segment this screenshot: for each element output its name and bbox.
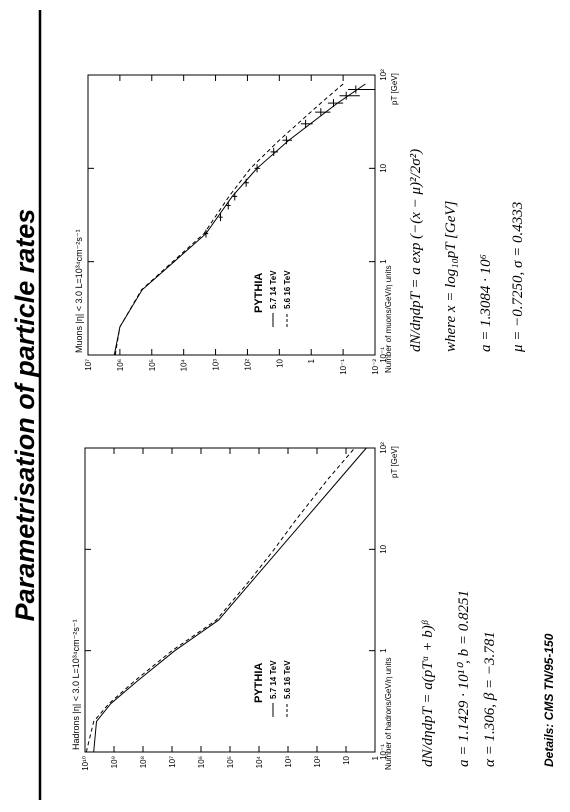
y-tick-label: 10⁻¹ bbox=[339, 359, 348, 375]
x-tick-label: 1 bbox=[379, 648, 388, 653]
legend-entry: 5.6 16 TeV bbox=[283, 270, 292, 309]
x-tick-label: 10⁻¹ bbox=[379, 347, 388, 363]
plot-label: Hadrons |η| < 3.0 L=10³⁴cm⁻²s⁻¹ bbox=[71, 619, 81, 750]
y-tick-label: 10⁶ bbox=[116, 359, 125, 371]
formula-line: where x = log₁₀pT [GeV] bbox=[443, 200, 459, 352]
legend-entry: 5.7 14 TeV bbox=[269, 270, 278, 309]
page-title: Parametrisation of particle rates bbox=[10, 209, 40, 622]
y-tick-label: 10 bbox=[275, 358, 284, 367]
y-tick-label: 10⁷ bbox=[84, 359, 93, 371]
landscape-slide: Parametrisation of particle rates Detail… bbox=[10, 10, 556, 800]
y-tick-label: 10² bbox=[313, 756, 322, 768]
y-tick-label: 10⁻² bbox=[371, 359, 380, 375]
y-tick-label: 10² bbox=[243, 359, 252, 371]
plot-frame bbox=[87, 74, 376, 356]
x-tick-label: 10 bbox=[379, 163, 388, 172]
formula-line: α = 1.306, β = −3.781 bbox=[482, 631, 498, 767]
formula-line: dN/dηdpT = a exp (−(x − μ)²/2σ²) bbox=[408, 149, 424, 352]
y-tick-label: 10⁹ bbox=[110, 756, 119, 768]
y-tick-label: 1 bbox=[371, 755, 380, 760]
formula-line: a = 1.3084 · 10⁶ bbox=[478, 254, 494, 352]
y-tick-label: 10⁴ bbox=[255, 755, 264, 768]
y-tick-label: 10³ bbox=[284, 756, 293, 768]
y-tick-label: 10¹⁰ bbox=[81, 756, 90, 771]
series-line bbox=[93, 447, 367, 753]
x-tick-label: 10 bbox=[379, 544, 388, 553]
x-tick-label: 10² bbox=[379, 69, 388, 81]
y-tick-label: 1 bbox=[307, 358, 316, 363]
y-axis-label: Number of hadrons/GeV/η units bbox=[384, 657, 393, 770]
plot-label: Muons |η| < 3.0 L=10³⁴cm⁻²s⁻¹ bbox=[74, 229, 84, 353]
formula-line: a = 1.1429 · 10¹⁰, b = 0.8251 bbox=[456, 590, 472, 767]
y-tick-label: 10³ bbox=[212, 359, 221, 371]
x-tick-label: 1 bbox=[379, 259, 388, 264]
y-tick-label: 10⁷ bbox=[168, 756, 177, 768]
y-tick-label: 10⁶ bbox=[197, 756, 206, 768]
legend-title: PYTHIA bbox=[253, 663, 265, 703]
legend-title: PYTHIA bbox=[253, 273, 265, 313]
y-tick-label: 10⁵ bbox=[226, 756, 235, 768]
series-line bbox=[114, 83, 344, 356]
series-line bbox=[85, 447, 356, 753]
legend-entry: 5.6 16 TeV bbox=[283, 660, 292, 699]
x-axis-label: pT [GeV] bbox=[390, 446, 399, 478]
y-tick-label: 10 bbox=[342, 755, 351, 764]
series-line bbox=[113, 83, 366, 356]
legend-entry: 5.7 14 TeV bbox=[269, 660, 278, 699]
y-tick-label: 10⁵ bbox=[148, 359, 157, 371]
x-tick-label: 10² bbox=[379, 442, 388, 454]
y-tick-label: 10⁴ bbox=[180, 358, 189, 371]
plot-frame bbox=[84, 447, 376, 753]
details: Details: CMS TN/95-150 bbox=[542, 633, 556, 767]
y-axis-label: Number of muons/GeV/η units bbox=[384, 265, 393, 373]
x-axis-label: pT [GeV] bbox=[390, 73, 399, 105]
formula-line: dN/dηdpT = a(pTᵅ + b)ᵝ bbox=[420, 619, 436, 767]
formula-line: μ = −0.7250, σ = 0.4333 bbox=[510, 202, 526, 353]
y-tick-label: 10⁸ bbox=[139, 756, 148, 768]
x-tick-label: 10⁻¹ bbox=[379, 744, 388, 760]
